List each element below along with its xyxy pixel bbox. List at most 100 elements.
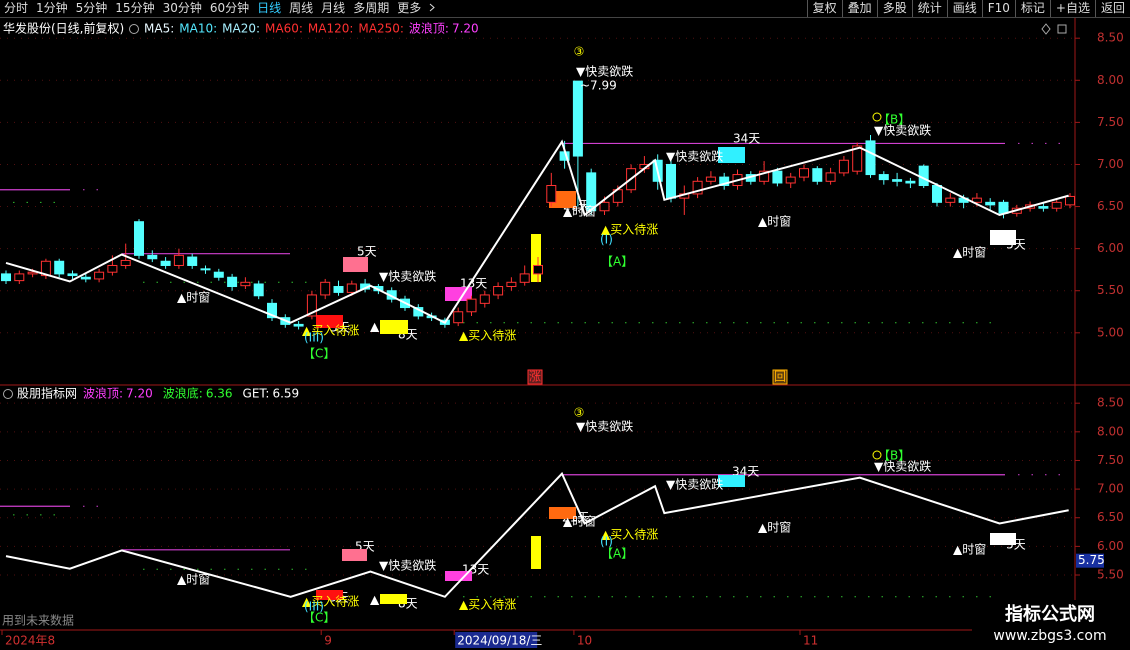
tool-button[interactable]: 叠加 xyxy=(841,0,877,17)
indicator-name: MA120: xyxy=(308,22,354,36)
period-tab[interactable]: 60分钟 xyxy=(209,1,250,15)
period-tab[interactable]: 月线 xyxy=(321,1,346,15)
y-tick-label: 7.00 xyxy=(1097,157,1124,171)
signal-label: ▲买入待涨 xyxy=(459,328,516,343)
candle-body xyxy=(971,197,982,203)
candle-body xyxy=(493,286,504,296)
y-tick-label: 6.00 xyxy=(1097,539,1124,553)
chart: 8.50 8.00 7.50 7.00 6.50 6.00 5.50 5.00 华发股份(日线,… xyxy=(0,18,1130,650)
candle-body xyxy=(240,281,251,287)
y-tick-label: 8.50 xyxy=(1097,31,1124,45)
header-icon xyxy=(3,389,13,399)
signal-label: ▲买入待涨 xyxy=(302,594,359,609)
candle-body xyxy=(533,264,543,275)
candle-body xyxy=(479,294,490,304)
wave-line xyxy=(5,139,1069,325)
period-tab[interactable]: 多周期 xyxy=(353,1,390,15)
period-tab[interactable]: 1分钟 xyxy=(36,1,68,15)
y-tick-label: 8.00 xyxy=(1097,73,1124,87)
cursor-price: 5.75 xyxy=(1078,553,1105,567)
candle-body xyxy=(865,140,876,176)
x-tick-label: 2024年8 xyxy=(5,634,55,648)
period-tab[interactable]: 30分钟 xyxy=(162,1,202,15)
candle-body xyxy=(799,168,809,178)
y-tick-label: 5.50 xyxy=(1097,283,1124,297)
candle-body xyxy=(772,170,783,184)
signal-label: ③ xyxy=(574,406,585,420)
day-box xyxy=(380,594,407,604)
candle-body xyxy=(1065,195,1075,206)
tool-button[interactable]: +自选 xyxy=(1049,0,1095,17)
wave-marker xyxy=(872,450,882,460)
candle-body xyxy=(878,174,889,181)
tool-button[interactable]: 统计 xyxy=(911,0,947,17)
candle-body xyxy=(985,201,996,206)
tool-button[interactable]: 画线 xyxy=(946,0,982,17)
signal-label: 【C】 xyxy=(303,347,335,361)
tool-buttons: 复权 叠加 多股 统计 画线 F10 标记 +自选 返回 xyxy=(806,0,1130,17)
candle-body xyxy=(1051,201,1062,209)
candle-body xyxy=(466,298,477,313)
candle-body xyxy=(759,170,770,182)
signal-label: (I) xyxy=(600,233,613,247)
candle-body xyxy=(852,145,863,172)
day-box xyxy=(316,590,343,600)
signal-bar xyxy=(531,234,541,282)
candle-body xyxy=(306,294,317,317)
signal-label: ▲ xyxy=(370,320,380,334)
period-tabs: 分时 1分钟 5分钟 15分钟 30分钟 60分钟 日线 周线 月线 多周期 更多 xyxy=(0,0,439,17)
candle-body xyxy=(333,286,344,293)
signal-label: (I) xyxy=(600,535,613,549)
signal-label: ▲买入待涨 xyxy=(601,527,658,542)
signal-bar xyxy=(531,536,541,569)
day-box xyxy=(316,315,343,328)
signal-label: 涨 xyxy=(529,369,541,384)
y-tick-label: 5.50 xyxy=(1097,568,1124,582)
candle-body xyxy=(227,276,238,288)
cursor-price-box xyxy=(1076,553,1104,568)
y-tick-label: 6.50 xyxy=(1097,199,1124,213)
x-tick-label: 2024/09/18/三 xyxy=(457,634,542,648)
signal-label: ▼快卖欲跌 xyxy=(874,123,931,138)
signal-label: (III) xyxy=(304,600,324,614)
signal-label: 【B】 xyxy=(878,449,910,463)
watermark-name: 指标公式网 xyxy=(1005,603,1095,625)
wave-line xyxy=(5,471,1069,598)
day-box xyxy=(445,571,472,581)
candle-body xyxy=(812,168,823,182)
tool-button[interactable]: 多股 xyxy=(876,0,912,17)
candle-body xyxy=(107,264,118,273)
panel-title: 股朋指标网 xyxy=(17,386,77,401)
y-tick-label: 7.00 xyxy=(1097,482,1124,496)
signal-label: 【B】 xyxy=(878,113,910,127)
period-tab[interactable]: 日线 xyxy=(257,1,282,15)
signal-label: ▼快卖欲跌 xyxy=(666,477,723,492)
candle-body xyxy=(67,273,78,277)
readout-value: 6.59 xyxy=(272,387,299,401)
candle-body xyxy=(346,283,357,293)
period-tab[interactable]: 分时 xyxy=(4,1,29,15)
y-tick-label: 8.50 xyxy=(1097,396,1124,410)
period-tab[interactable]: 5分钟 xyxy=(75,1,108,15)
header-icon xyxy=(129,24,139,34)
icon-diamond xyxy=(1041,23,1051,35)
period-tab[interactable]: 15分钟 xyxy=(115,1,155,15)
indicator-name: MA60: xyxy=(265,22,303,36)
tool-button[interactable]: 标记 xyxy=(1014,0,1050,17)
period-tab[interactable]: 周线 xyxy=(289,1,314,15)
panel-title: 华发股份(日线,前复权) xyxy=(3,21,124,36)
day-box xyxy=(549,507,576,519)
period-tab[interactable]: 更多 xyxy=(397,1,422,15)
indicator-name: MA20: xyxy=(222,22,260,36)
day-box xyxy=(990,533,1016,545)
tool-button[interactable]: 复权 xyxy=(806,0,842,17)
candle-body xyxy=(519,273,530,283)
signal-label: (III) xyxy=(304,331,324,345)
tool-button[interactable]: F10 xyxy=(981,0,1015,17)
signal-label: ▲时窗 xyxy=(177,573,210,587)
day-box xyxy=(718,475,745,487)
tool-button[interactable]: 返回 xyxy=(1094,0,1130,17)
more-chevron[interactable] xyxy=(425,0,439,17)
day-box xyxy=(990,230,1016,245)
